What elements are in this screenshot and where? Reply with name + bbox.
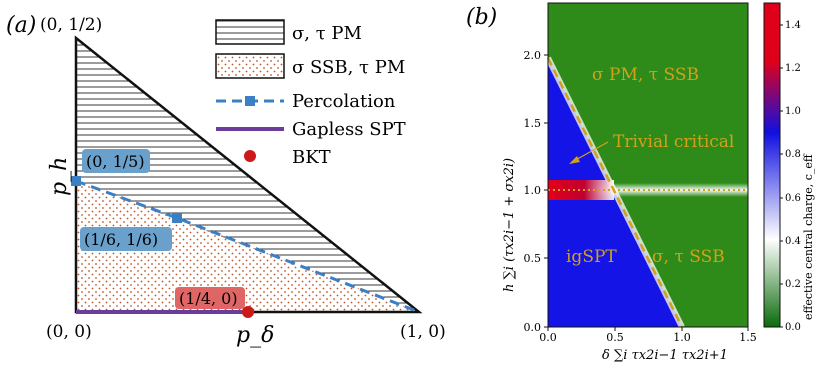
legend: σ, τ PM σ SSB, τ PM Percolation Gapless … bbox=[215, 19, 406, 168]
y-tick-2: 1.0 bbox=[524, 184, 542, 197]
annotation-1-6: (1/6, 1/6) bbox=[84, 230, 158, 249]
cbar-tick-7: 1.4 bbox=[785, 20, 801, 31]
x-tick-0: 0.0 bbox=[539, 331, 557, 344]
annotation-box-1-6 bbox=[80, 227, 172, 251]
panel-b: (b) σ PM, τ SSB Trivial critical igSPT σ… bbox=[466, 2, 815, 363]
cbar-tick-1: 0.2 bbox=[785, 279, 801, 290]
y-axis-label: h ∑i (τx2i−1 + σx2i) bbox=[502, 158, 517, 292]
x-tick-2: 1.0 bbox=[673, 331, 691, 344]
annotation-0-1-5: (0, 1/5) bbox=[86, 152, 145, 171]
heatmap-frame bbox=[547, 2, 749, 328]
cbar-tick-6: 1.2 bbox=[785, 63, 801, 74]
y-tick-4: 2.0 bbox=[524, 49, 542, 62]
cbar-tick-2: 0.4 bbox=[785, 236, 801, 247]
legend-swatch-ssb bbox=[215, 53, 285, 79]
legend-swatch-pm bbox=[215, 19, 285, 45]
legend-label-bkt: BKT bbox=[292, 147, 331, 168]
x-axis: 0.0 0.5 1.0 1.5 bbox=[539, 327, 757, 344]
x-tick-3: 1.5 bbox=[739, 331, 757, 344]
y-tick-0: 0.0 bbox=[524, 321, 542, 334]
y-tick-3: 1.5 bbox=[524, 117, 542, 130]
percolation-marker-start bbox=[71, 176, 81, 186]
cbar-tick-4: 0.8 bbox=[785, 149, 801, 160]
legend-percolation-marker bbox=[245, 96, 255, 106]
legend-swatch-bkt bbox=[244, 150, 256, 162]
x-tick-1: 0.5 bbox=[606, 331, 624, 344]
panel-a: (a) (0, 1/2) (0, 0) (1, 0) p_h p_δ (0, 1… bbox=[6, 13, 446, 348]
annotation-box-0-1-5 bbox=[82, 149, 150, 173]
legend-label-ssb: σ SSB, τ PM bbox=[292, 57, 405, 78]
axis-ph-label: p_h bbox=[47, 157, 72, 196]
panel-a-label: (a) bbox=[6, 13, 36, 38]
annotation-1-4: (1/4, 0) bbox=[179, 289, 238, 308]
panel-b-label: (b) bbox=[466, 5, 497, 30]
bkt-point bbox=[242, 306, 254, 318]
legend-label-percolation: Percolation bbox=[292, 91, 396, 112]
annotation-box-1-4 bbox=[175, 287, 245, 309]
cbar-tick-0: 0.0 bbox=[785, 322, 801, 333]
colorbar-label: effective central charge, c_eff bbox=[802, 153, 815, 320]
cbar-tick-5: 1.0 bbox=[785, 106, 801, 117]
vertex-origin-label: (0, 0) bbox=[46, 322, 92, 342]
colorbar bbox=[763, 2, 781, 328]
region-label-trivial-critical: Trivial critical bbox=[613, 132, 734, 152]
phase-boundary-dashed bbox=[546, 57, 684, 328]
legend-label-pm: σ, τ PM bbox=[292, 23, 362, 44]
x-axis-label: δ ∑i τx2i−1 τx2i+1 bbox=[602, 348, 728, 363]
vertex-top-label: (0, 1/2) bbox=[40, 15, 102, 35]
vertex-right-label: (1, 0) bbox=[400, 322, 446, 342]
percolation-marker-mid bbox=[172, 213, 182, 223]
percolation-line bbox=[75, 179, 420, 314]
y-tick-1: 0.5 bbox=[524, 252, 542, 265]
colorbar-ticks: 0.0 0.2 0.4 0.6 0.8 1.0 1.2 1.4 bbox=[780, 20, 801, 333]
y-axis: 0.0 0.5 1.0 1.5 2.0 bbox=[524, 49, 548, 334]
legend-label-gapless: Gapless SPT bbox=[292, 119, 406, 140]
trivial-critical-arrowhead bbox=[569, 156, 580, 164]
region-label-pm-ssb: σ PM, τ SSB bbox=[592, 65, 699, 85]
cbar-tick-3: 0.6 bbox=[785, 193, 801, 204]
region-label-igspt: igSPT bbox=[566, 247, 617, 267]
region-label-ssb: σ, τ SSB bbox=[652, 247, 725, 267]
critical-band-red bbox=[548, 180, 614, 200]
axis-pdelta-label: p_δ bbox=[236, 323, 274, 348]
